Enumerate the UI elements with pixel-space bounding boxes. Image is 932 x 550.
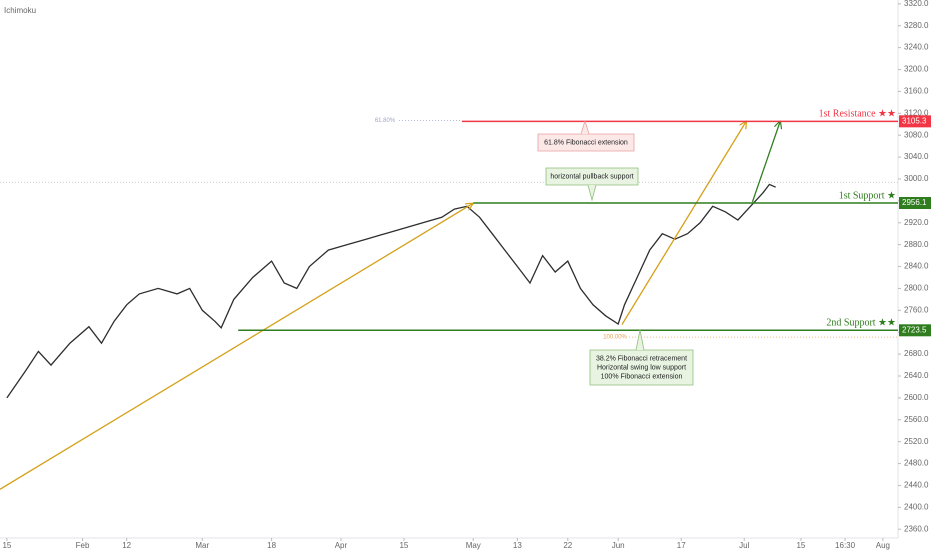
callout-pointer — [580, 119, 590, 135]
y-tick-label: 2920.0 — [904, 218, 929, 227]
callout-text: Horizontal swing low support — [597, 364, 686, 371]
y-tick-label: 3160.0 — [904, 87, 929, 96]
y-tick-label: 3080.0 — [904, 130, 929, 139]
level-name: 2nd Support ★★ — [826, 318, 896, 329]
x-tick-label: Feb — [76, 541, 90, 550]
y-tick-label: 2360.0 — [904, 524, 929, 533]
y-tick-label: 3320.0 — [904, 0, 929, 8]
y-tick-label: 3000.0 — [904, 174, 929, 183]
x-tick-label: 22 — [563, 541, 572, 550]
y-tick-label: 2520.0 — [904, 437, 929, 446]
fib-label: 61.80% — [375, 118, 396, 124]
callout-pointer — [587, 184, 597, 202]
callout-pointer — [635, 329, 645, 351]
y-tick-label: 2400.0 — [904, 502, 929, 511]
arrow — [0, 204, 473, 490]
y-tick-label: 2760.0 — [904, 305, 929, 314]
level-price: 2956.1 — [902, 198, 927, 207]
arrow — [751, 122, 780, 203]
y-tick-label: 2600.0 — [904, 393, 929, 402]
x-tick-label: Jun — [612, 541, 625, 550]
x-tick-label: 15 — [2, 541, 11, 550]
y-tick-label: 2800.0 — [904, 284, 929, 293]
callout-box — [589, 349, 694, 386]
x-tick-label: Jul — [739, 541, 749, 550]
level-price-box — [899, 115, 931, 128]
callout-text: 61.8% Fibonacci extension — [544, 139, 628, 146]
x-tick-label: 17 — [677, 541, 686, 550]
price-line — [6, 183, 776, 399]
x-tick-label: 13 — [513, 541, 522, 550]
callout-box — [537, 133, 635, 152]
y-tick-label: 3280.0 — [904, 21, 929, 30]
level-price: 2723.5 — [902, 325, 927, 334]
callout-text: 100% Fibonacci extension — [601, 373, 683, 380]
x-tick-label: 16:30 — [835, 541, 856, 550]
y-tick-label: 2640.0 — [904, 371, 929, 380]
y-tick-label: 2880.0 — [904, 240, 929, 249]
y-tick-label: 2480.0 — [904, 459, 929, 468]
x-tick-label: Aug — [876, 541, 890, 550]
x-tick-label: 12 — [122, 541, 131, 550]
level-name: 1st Resistance ★★ — [819, 109, 896, 120]
x-tick-label: 15 — [399, 541, 408, 550]
y-tick-label: 3240.0 — [904, 43, 929, 52]
x-tick-label: Apr — [335, 541, 348, 550]
arrow — [621, 122, 746, 325]
x-tick-label: 15 — [796, 541, 805, 550]
x-tick-label: May — [466, 541, 481, 550]
x-tick-label: Mar — [195, 541, 209, 550]
level-price: 3105.3 — [902, 116, 927, 125]
level-price-box — [899, 324, 931, 337]
indicator-label: Ichimoku — [4, 6, 36, 15]
y-tick-label: 2440.0 — [904, 481, 929, 490]
y-tick-label: 2680.0 — [904, 349, 929, 358]
callout-box — [545, 167, 639, 186]
x-tick-label: 18 — [267, 541, 276, 550]
fib-label: 100.00% — [603, 335, 627, 341]
y-tick-label: 3200.0 — [904, 65, 929, 74]
level-price-box — [899, 196, 931, 209]
callout-text: 38.2% Fibonacci retracement — [596, 355, 687, 362]
callout-text: horizontal pullback support — [550, 173, 633, 180]
level-name: 1st Support ★ — [839, 190, 896, 201]
y-tick-label: 3120.0 — [904, 108, 929, 117]
y-tick-label: 2840.0 — [904, 262, 929, 271]
y-tick-label: 2560.0 — [904, 415, 929, 424]
y-tick-label: 3040.0 — [904, 152, 929, 161]
